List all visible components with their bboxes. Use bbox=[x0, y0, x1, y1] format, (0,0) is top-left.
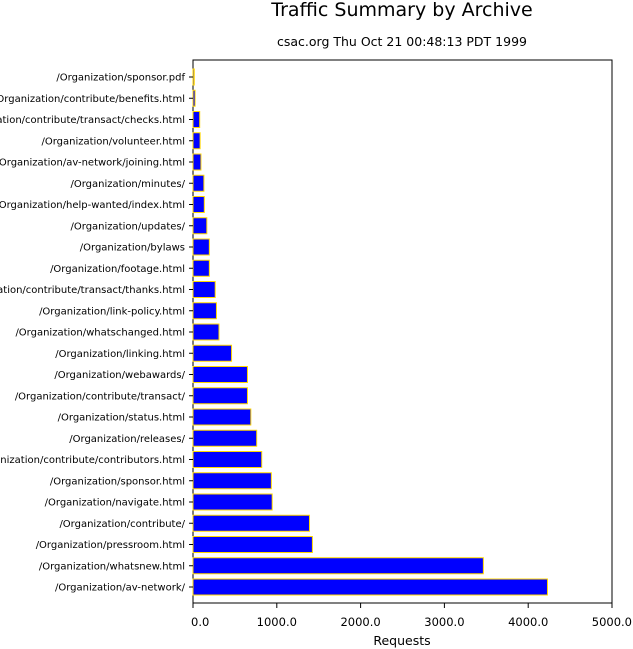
bar-22 bbox=[192, 536, 313, 553]
category-label-18: /Organization/contribute/contributors.ht… bbox=[0, 455, 185, 466]
x-axis-label: Requests bbox=[373, 633, 430, 648]
category-label-1: /Organization/contribute/benefits.html bbox=[0, 94, 185, 105]
bar-18 bbox=[192, 451, 263, 468]
bar-0 bbox=[192, 68, 195, 86]
category-label-3: /Organization/volunteer.html bbox=[41, 136, 185, 147]
category-label-10: /Organization/contribute/transact/thanks… bbox=[0, 285, 185, 296]
bar-4 bbox=[192, 153, 202, 171]
bar-21 bbox=[192, 514, 310, 532]
category-label-0: /Organization/sponsor.pdf bbox=[56, 73, 185, 84]
category-label-19: /Organization/sponsor.html bbox=[50, 476, 185, 487]
x-tick-label-5: 5000.0 bbox=[592, 615, 632, 629]
x-tick-label-3: 3000.0 bbox=[424, 615, 464, 629]
bar-3 bbox=[192, 132, 201, 150]
bar-24 bbox=[192, 578, 548, 596]
category-label-9: /Organization/footage.html bbox=[50, 264, 185, 275]
chart-title: Traffic Summary by Archive bbox=[270, 0, 532, 21]
category-labels: /Organization/sponsor.pdf/Organization/c… bbox=[0, 73, 193, 594]
x-tick-label-1: 1000.0 bbox=[257, 615, 297, 629]
chart-subtitle: csac.org Thu Oct 21 00:48:13 PDT 1999 bbox=[277, 34, 527, 49]
category-label-13: /Organization/linking.html bbox=[55, 349, 185, 360]
category-label-2: /Organization/contribute/transact/checks… bbox=[0, 115, 185, 126]
x-tick-label-0: 0.0 bbox=[191, 615, 209, 629]
category-label-20: /Organization/navigate.html bbox=[45, 498, 185, 509]
bar-9 bbox=[192, 259, 210, 277]
category-label-12: /Organization/whatschanged.html bbox=[15, 328, 185, 339]
bar-1 bbox=[192, 89, 196, 107]
category-label-11: /Organization/link-policy.html bbox=[39, 306, 185, 317]
bar-19 bbox=[192, 472, 272, 490]
category-label-23: /Organization/whatsnew.html bbox=[39, 561, 185, 572]
bar-2 bbox=[192, 111, 201, 128]
bar-5 bbox=[192, 174, 205, 192]
bar-16 bbox=[192, 408, 252, 426]
bar-7 bbox=[192, 217, 208, 235]
bar-17 bbox=[192, 429, 258, 447]
category-label-7: /Organization/updates/ bbox=[71, 221, 186, 232]
bar-8 bbox=[192, 238, 210, 256]
category-label-8: /Organization/bylaws bbox=[80, 243, 185, 254]
bar-20 bbox=[192, 493, 273, 511]
x-axis-ticks: 0.0 1000.0 2000.0 3000.0 4000.0 5000.0 bbox=[191, 603, 632, 629]
category-label-17: /Organization/releases/ bbox=[69, 434, 185, 445]
bar-11 bbox=[192, 302, 217, 320]
bar-13 bbox=[192, 344, 233, 362]
bar-10 bbox=[192, 281, 216, 298]
category-label-5: /Organization/minutes/ bbox=[70, 179, 185, 190]
category-label-4: /Organization/av-network/joining.html bbox=[0, 158, 185, 169]
category-label-24: /Organization/av-network/ bbox=[55, 583, 186, 594]
category-label-14: /Organization/webawards/ bbox=[54, 370, 185, 381]
category-label-21: /Organization/contribute/ bbox=[59, 519, 185, 530]
category-label-16: /Organization/status.html bbox=[58, 413, 185, 424]
bars-group bbox=[192, 68, 548, 596]
x-tick-label-4: 4000.0 bbox=[508, 615, 548, 629]
bar-15 bbox=[192, 387, 248, 405]
category-label-6: /Organization/help-wanted/index.html bbox=[0, 200, 185, 211]
bar-23 bbox=[192, 557, 484, 575]
x-tick-label-2: 2000.0 bbox=[340, 615, 380, 629]
category-label-15: /Organization/contribute/transact/ bbox=[15, 391, 186, 402]
bar-6 bbox=[192, 196, 205, 213]
category-label-22: /Organization/pressroom.html bbox=[36, 540, 185, 551]
bar-14 bbox=[192, 366, 248, 383]
bar-12 bbox=[192, 323, 220, 341]
